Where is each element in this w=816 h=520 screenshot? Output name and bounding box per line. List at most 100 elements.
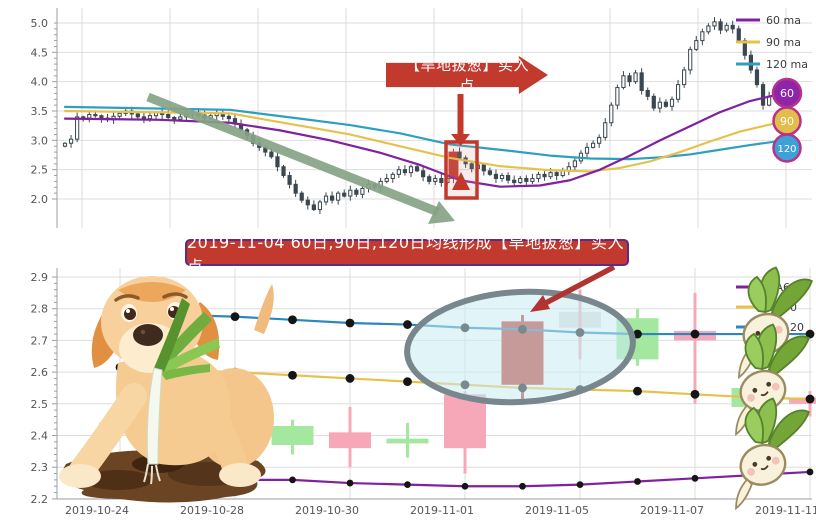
candle-body (760, 84, 766, 106)
x-tick-label: 2019-10-28 (180, 504, 244, 517)
candle-body (694, 40, 699, 50)
candle-body (663, 101, 669, 107)
candle-body (639, 72, 644, 91)
ma90-line-point (633, 386, 642, 396)
candle-body (281, 166, 286, 177)
candle-body (287, 175, 292, 185)
radish-eye (766, 381, 772, 387)
annotation-arrow-head (530, 295, 550, 312)
radish-root (735, 478, 753, 511)
radish-icon (735, 397, 810, 511)
radish-leaf (744, 406, 764, 445)
candle-body (396, 169, 401, 175)
ma60-line-point (404, 481, 411, 489)
candle-body (542, 173, 547, 178)
down-arrow-shaft (457, 94, 464, 134)
candle-body (706, 25, 711, 33)
candle-body (135, 113, 140, 118)
dog-paw (219, 463, 261, 487)
y-tick-label: 4.5 (31, 46, 49, 59)
candle-body (433, 177, 438, 182)
ma120-line (63, 105, 787, 161)
ma-badge-label: 60 (780, 87, 794, 100)
radish-eye (752, 387, 758, 393)
candle-body (590, 142, 596, 148)
candle-body (87, 114, 92, 119)
ma120-line-point (288, 315, 297, 325)
candle-body (724, 24, 729, 31)
candle-body (627, 75, 632, 83)
radish-blush (771, 382, 780, 391)
radish-blush (771, 456, 780, 465)
candle-body (305, 199, 310, 206)
dog-front-left-leg (69, 383, 147, 483)
annotation-arrow (538, 264, 616, 309)
y-tick-label: 4.0 (31, 76, 49, 89)
dog-tail (254, 284, 274, 334)
signal-triangle-marker (452, 172, 470, 190)
x-tick-label: 2019-11-05 (525, 504, 589, 517)
candle-body (299, 192, 304, 201)
candle-body (275, 156, 280, 168)
ma120-line-point (230, 312, 240, 322)
y-tick-label: 2.5 (31, 164, 49, 177)
y-tick-label: 2.9 (31, 271, 49, 284)
dog-pulling-scallion-illustration (59, 276, 274, 503)
candle-body (226, 115, 231, 120)
candle-body (548, 172, 553, 178)
candle-body (651, 95, 656, 109)
candle-body (427, 176, 432, 182)
candle-body (457, 151, 462, 159)
y-tick-label: 5.0 (31, 17, 49, 30)
dog-nostril (140, 329, 146, 335)
candle-body (336, 192, 341, 201)
candle-body (439, 177, 444, 184)
ma-badge-label: 90 (780, 115, 794, 128)
dog-body (115, 348, 231, 466)
radish-blush (747, 393, 755, 402)
candle-body (354, 189, 359, 195)
signal-description-banner: 2019-11-04 60日,90日,120日均线形成【旱地拔葱】买入点 (185, 233, 629, 276)
candle-body (584, 146, 590, 154)
downtrend-arrow-head (428, 201, 455, 224)
x-tick-label: 2019-11-07 (640, 504, 704, 517)
candle-body (178, 116, 183, 120)
candle-body (609, 104, 614, 124)
candle-body (147, 115, 153, 120)
scallion-leaf (158, 338, 220, 374)
y-tick-label: 2.2 (31, 493, 49, 506)
candle-body (682, 69, 687, 86)
candle-body (62, 142, 68, 147)
y-tick-label: 2.5 (31, 398, 49, 411)
candle-body (68, 138, 74, 144)
candle-body (700, 31, 705, 42)
candle-body (384, 177, 389, 182)
dog-eye-highlight (126, 309, 130, 313)
x-tick-label: 2019-10-30 (295, 504, 359, 517)
candle-body (633, 72, 638, 83)
dog-paw (59, 464, 101, 488)
candle-body (645, 89, 650, 97)
candle-body (390, 173, 395, 179)
ma90-line-point (805, 394, 815, 404)
candle-body (75, 116, 80, 140)
candle-body (117, 112, 122, 117)
candle-body (688, 48, 693, 71)
y-tick-label: 2.3 (31, 461, 49, 474)
ma90-line-point (690, 389, 700, 399)
x-tick-label: 2019-10-24 (65, 504, 129, 517)
candle-body (481, 164, 486, 172)
y-tick-label: 3.5 (31, 105, 49, 118)
candle-body (493, 173, 499, 179)
y-tick-label: 2.6 (31, 366, 49, 379)
dog-eye-highlight (170, 307, 174, 311)
candle-body (621, 75, 626, 89)
candle-body (402, 169, 408, 174)
ma90-line (63, 109, 787, 173)
radish-mouth (760, 391, 769, 397)
candle-body (603, 122, 608, 138)
scallion-leaf (160, 364, 210, 380)
radish-leaf (767, 335, 810, 375)
